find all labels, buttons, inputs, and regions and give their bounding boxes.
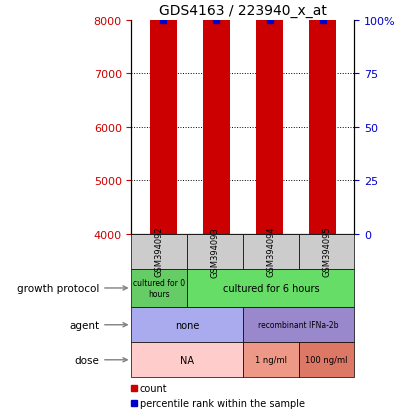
FancyBboxPatch shape [132,342,243,377]
Title: GDS4163 / 223940_x_at: GDS4163 / 223940_x_at [159,4,327,18]
FancyBboxPatch shape [132,308,243,342]
Text: percentile rank within the sample: percentile rank within the sample [140,398,305,408]
FancyBboxPatch shape [299,234,354,269]
FancyBboxPatch shape [132,269,187,308]
Bar [256,0,283,234]
FancyBboxPatch shape [187,269,354,308]
Text: cultured for 6 hours: cultured for 6 hours [222,283,319,293]
Text: GSM394093: GSM394093 [211,226,220,277]
Text: dose: dose [74,355,127,365]
Bar [309,19,336,234]
FancyBboxPatch shape [243,308,354,342]
FancyBboxPatch shape [243,234,299,269]
Text: none: none [175,320,200,330]
Text: agent: agent [69,320,127,330]
Text: GSM394092: GSM394092 [155,226,164,277]
Text: growth protocol: growth protocol [17,283,127,293]
Text: 100 ng/ml: 100 ng/ml [305,356,348,364]
Bar [203,0,230,234]
Bar [150,0,177,234]
Text: GSM394095: GSM394095 [322,226,331,277]
Text: 1 ng/ml: 1 ng/ml [255,356,287,364]
FancyBboxPatch shape [187,234,243,269]
Text: GSM394094: GSM394094 [266,226,275,277]
FancyBboxPatch shape [132,234,187,269]
FancyBboxPatch shape [243,342,299,377]
Text: count: count [140,383,168,394]
Text: cultured for 0
hours: cultured for 0 hours [133,279,186,298]
FancyBboxPatch shape [299,342,354,377]
Text: recombinant IFNa-2b: recombinant IFNa-2b [258,320,339,330]
Text: NA: NA [180,355,194,365]
